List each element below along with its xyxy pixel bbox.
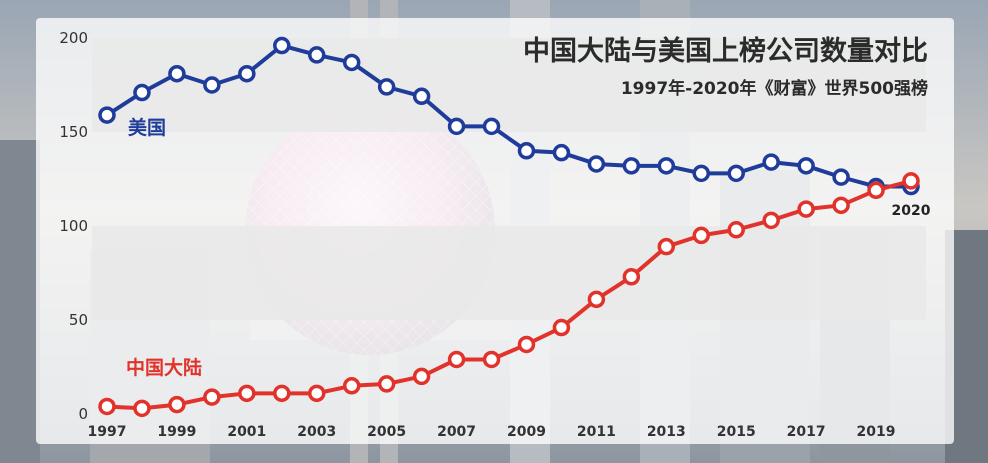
- data-point: [238, 64, 256, 83]
- data-point: [377, 375, 396, 393]
- data-point: [238, 384, 256, 403]
- data-point: [867, 181, 885, 200]
- data-point: [482, 117, 501, 136]
- data-point: [622, 268, 641, 286]
- data-point: [307, 384, 326, 403]
- data-point: [762, 211, 780, 230]
- data-point: [412, 87, 431, 106]
- y-tick-label: 150: [59, 123, 88, 141]
- x-tick-label: 1997: [88, 424, 127, 440]
- data-point: [727, 221, 745, 239]
- data-point: [273, 384, 291, 403]
- x-tick-label: 1999: [157, 424, 196, 440]
- y-tick-label: 200: [59, 29, 88, 47]
- data-point: [447, 117, 466, 136]
- data-point: [797, 200, 815, 218]
- data-point: [517, 335, 536, 354]
- data-point: [657, 157, 676, 175]
- data-point: [657, 237, 676, 256]
- x-tick-label: 2009: [507, 424, 546, 440]
- data-point: [342, 53, 361, 72]
- data-point: [692, 226, 711, 245]
- plot-area: 0 50 100 150 200 1997 1999 2001 2003 2005 2007 2009…: [59, 29, 930, 440]
- data-point: [273, 36, 291, 55]
- data-point: [377, 78, 396, 96]
- y-tick-label: 0: [78, 405, 88, 423]
- data-point: [902, 172, 920, 190]
- data-point: [727, 164, 745, 183]
- y-tick-label: 50: [69, 311, 88, 329]
- data-point: [832, 196, 850, 215]
- data-point: [168, 395, 186, 414]
- data-point: [622, 157, 641, 175]
- data-point: [168, 64, 186, 83]
- x-tick-label: 2017: [787, 424, 826, 440]
- data-point: [482, 350, 501, 369]
- chart-subtitle: 1997年-2020年《财富》世界500强榜: [621, 78, 928, 99]
- data-point: [342, 377, 361, 395]
- chart-title: 中国大陆与美国上榜公司数量对比: [523, 35, 928, 67]
- data-point: [587, 290, 606, 309]
- series-label-us: 美国: [128, 116, 166, 139]
- data-point: [203, 388, 221, 406]
- data-point: [517, 142, 536, 160]
- y-tick-label: 100: [59, 217, 88, 235]
- data-point: [412, 367, 431, 386]
- x-tick-label: 2001: [227, 424, 266, 440]
- data-point: [762, 153, 780, 171]
- data-point: [133, 399, 151, 418]
- x-tick-label: 2013: [647, 424, 686, 440]
- data-point: [98, 397, 116, 416]
- data-point: [832, 168, 850, 186]
- data-point: [692, 164, 711, 183]
- x-tick-label: 2005: [367, 424, 406, 440]
- data-point: [307, 46, 326, 64]
- data-point: [587, 155, 606, 173]
- data-point: [203, 76, 221, 94]
- data-point: [447, 350, 466, 369]
- data-point: [552, 143, 571, 162]
- x-tick-label: 2011: [577, 424, 616, 440]
- y-band-0: [92, 38, 926, 132]
- x-tick-label: 2019: [857, 424, 896, 440]
- data-point: [552, 318, 571, 337]
- x-tick-label: 2015: [717, 424, 756, 440]
- series-label-china: 中国大陆: [126, 356, 202, 379]
- data-point: [133, 83, 151, 102]
- y-band-1: [92, 226, 926, 320]
- data-point: [98, 106, 116, 124]
- data-point: [797, 157, 815, 175]
- annotation-2020: 2020: [892, 203, 931, 219]
- x-tick-label: 2007: [437, 424, 476, 440]
- x-tick-label: 2003: [297, 424, 336, 440]
